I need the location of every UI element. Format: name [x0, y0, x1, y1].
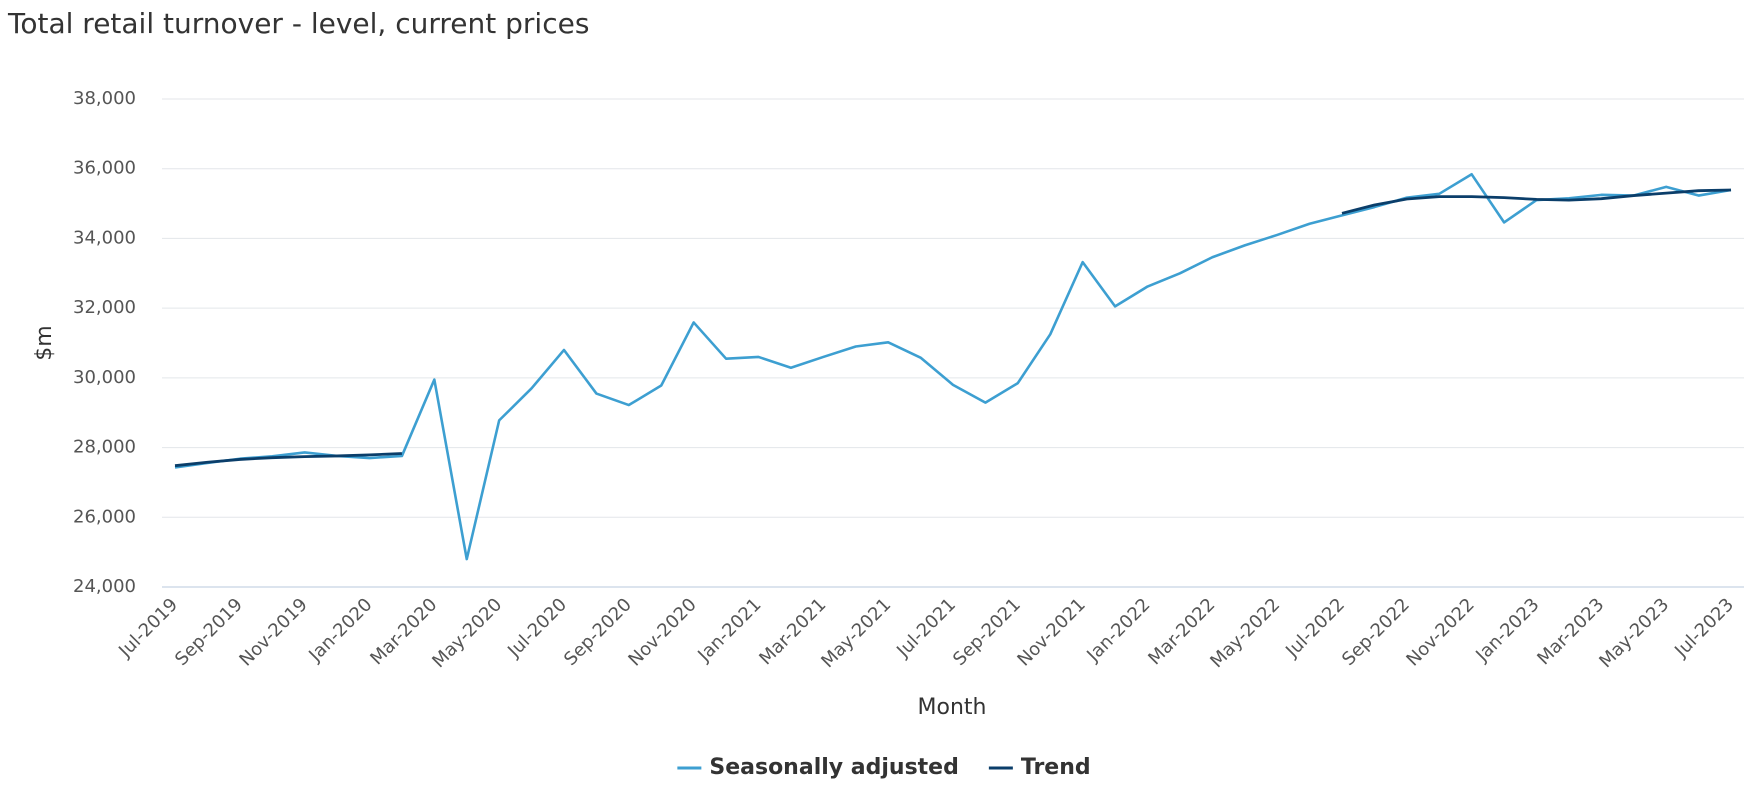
y-tick-label: 28,000: [73, 437, 136, 458]
x-tick-label: Sep-2020: [560, 594, 636, 670]
x-tick-label: Jul-2021: [892, 594, 960, 662]
line-series: [174, 188, 1732, 468]
x-tick-label: Sep-2021: [949, 594, 1025, 670]
x-tick-label: Sep-2019: [171, 594, 247, 670]
x-tick-label: Jan-2020: [304, 594, 376, 666]
x-tick-label: Jul-2022: [1281, 594, 1349, 662]
x-tick-label: Jan-2021: [693, 594, 765, 666]
legend-label: Trend: [1021, 755, 1091, 780]
y-tick-label: 30,000: [73, 367, 136, 388]
line-series: [174, 172, 1732, 561]
x-tick-label: Jan-2023: [1471, 594, 1543, 666]
x-axis-title: Month: [918, 695, 987, 720]
legend: Seasonally adjusted Trend: [677, 755, 1091, 780]
x-tick-label: Jul-2019: [114, 594, 182, 662]
x-tick-label: May-2021: [817, 594, 895, 672]
x-tick-label: Nov-2021: [1013, 594, 1089, 670]
x-tick-label: Nov-2019: [235, 594, 311, 670]
x-tick-label: May-2023: [1595, 594, 1673, 672]
y-tick-label: 36,000: [73, 158, 136, 179]
chart-title: Total retail turnover - level, current p…: [7, 7, 589, 40]
x-tick-label: Jul-2020: [503, 594, 571, 662]
x-tick-label: Jul-2023: [1670, 594, 1738, 662]
y-tick-label: 26,000: [73, 506, 136, 527]
y-tick-label: 34,000: [73, 227, 136, 248]
legend-label: Seasonally adjusted: [709, 755, 959, 780]
x-tick-label: Jan-2022: [1082, 594, 1154, 666]
y-tick-label: 24,000: [73, 576, 136, 597]
y-tick-label: 32,000: [73, 297, 136, 318]
x-tick-label: Nov-2020: [624, 594, 700, 670]
y-axis-title: $m: [32, 325, 57, 360]
x-tick-label: Sep-2022: [1338, 594, 1414, 670]
x-tick-label: Nov-2022: [1402, 594, 1478, 670]
x-tick-label: May-2022: [1206, 594, 1284, 672]
x-tick-label: May-2020: [428, 594, 506, 672]
y-tick-label: 38,000: [73, 88, 136, 109]
